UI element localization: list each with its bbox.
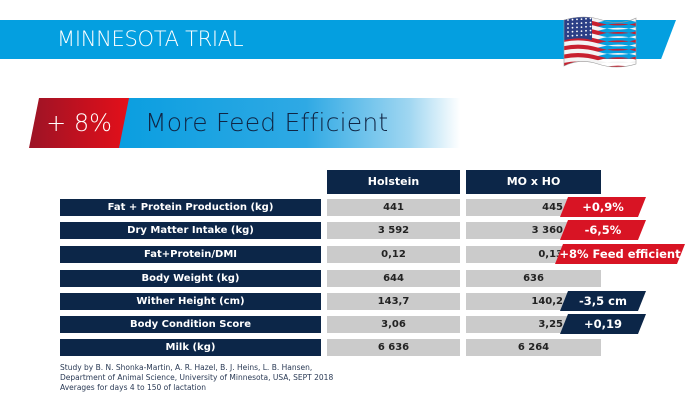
headline-gradient: [118, 98, 460, 148]
flag-star: [567, 19, 569, 21]
page-title: MINNESOTA TRIAL: [57, 27, 244, 51]
cell-holstein: 644: [327, 270, 460, 287]
flag-star: [580, 18, 583, 20]
flag-star: [585, 25, 587, 28]
cell-mo-x-ho-value: 140,2: [531, 296, 563, 307]
difference-badge: +0,19: [560, 314, 646, 334]
headline-text: More Feed Efficient: [145, 108, 389, 137]
footnote-line-3: Averages for days 4 to 150 of lactation: [60, 383, 206, 392]
flag-star: [580, 30, 583, 32]
difference-badge: -6,5%: [560, 220, 646, 240]
flag-star: [589, 29, 592, 32]
flag-star: [585, 17, 587, 20]
flag-star: [567, 23, 569, 25]
cell-mo-x-ho-value: 445: [542, 202, 563, 213]
footnote-line-1: Study by B. N. Shonka-Martin, A. R. Haze…: [60, 363, 313, 372]
row-label: Fat+Protein/DMI: [60, 246, 321, 263]
difference-badge: +0,9%: [560, 197, 646, 217]
flag-star: [585, 29, 587, 32]
row-label: Body Condition Score: [60, 316, 321, 333]
flag-star: [567, 27, 569, 29]
cell-mo-x-ho-value: 636: [523, 273, 544, 284]
flag-star: [576, 22, 578, 25]
flag-star: [567, 35, 569, 37]
us-flag-icon: [563, 16, 637, 68]
title-banner: [0, 20, 676, 59]
flag-star: [576, 34, 578, 37]
flag-star: [589, 25, 592, 28]
difference-badge: +8% Feed efficient: [555, 244, 685, 264]
flag-star: [580, 26, 583, 28]
cell-mo-x-ho: 6 264: [466, 339, 601, 356]
flag-star: [576, 26, 578, 29]
cell-mo-x-ho-value: 0,13: [538, 249, 563, 260]
flag-star: [576, 30, 578, 33]
cell-holstein: 6 636: [327, 339, 460, 356]
row-label: Body Weight (kg): [60, 270, 321, 287]
flag-star: [571, 30, 574, 33]
flag-star: [589, 17, 592, 20]
flag-star: [576, 18, 578, 21]
column-header-holstein: Holstein: [327, 170, 460, 194]
row-label: Wither Height (cm): [60, 293, 321, 310]
flag-star: [589, 21, 592, 24]
row-label: Milk (kg): [60, 339, 321, 356]
flag-star: [567, 31, 569, 33]
flag-star: [580, 34, 583, 36]
cell-holstein: 441: [327, 199, 460, 216]
column-header-mo-x-ho: MO x HO: [466, 170, 601, 194]
cell-holstein: 143,7: [327, 293, 460, 310]
cell-holstein: 3 592: [327, 222, 460, 239]
footnote-line-2: Department of Animal Science, University…: [60, 373, 334, 382]
flag-star: [580, 22, 583, 24]
headline-percent: + 8%: [46, 109, 112, 137]
flag-star: [585, 21, 587, 24]
row-label: Fat + Protein Production (kg): [60, 199, 321, 216]
study-footnote: Study by B. N. Shonka-Martin, A. R. Haze…: [60, 363, 333, 393]
flag-star: [571, 18, 574, 21]
row-label: Dry Matter Intake (kg): [60, 222, 321, 239]
headline-percent-badge: [29, 98, 129, 148]
flag-star: [571, 34, 574, 37]
flag-star: [571, 22, 574, 25]
cell-holstein: 0,12: [327, 246, 460, 263]
cell-mo-x-ho-value: 6 264: [517, 342, 550, 353]
cell-mo-x-ho: 636: [466, 270, 601, 287]
cell-mo-x-ho-value: 3,25: [538, 319, 563, 330]
flag-star: [589, 33, 592, 36]
flag-canton: [564, 17, 592, 42]
difference-badge: -3,5 cm: [560, 291, 646, 311]
cell-holstein: 3,06: [327, 316, 460, 333]
flag-star: [585, 33, 587, 36]
cell-mo-x-ho-value: 3 360: [531, 225, 563, 236]
headline-banner: + 8% More Feed Efficient: [0, 98, 460, 148]
flag-star: [571, 26, 574, 29]
